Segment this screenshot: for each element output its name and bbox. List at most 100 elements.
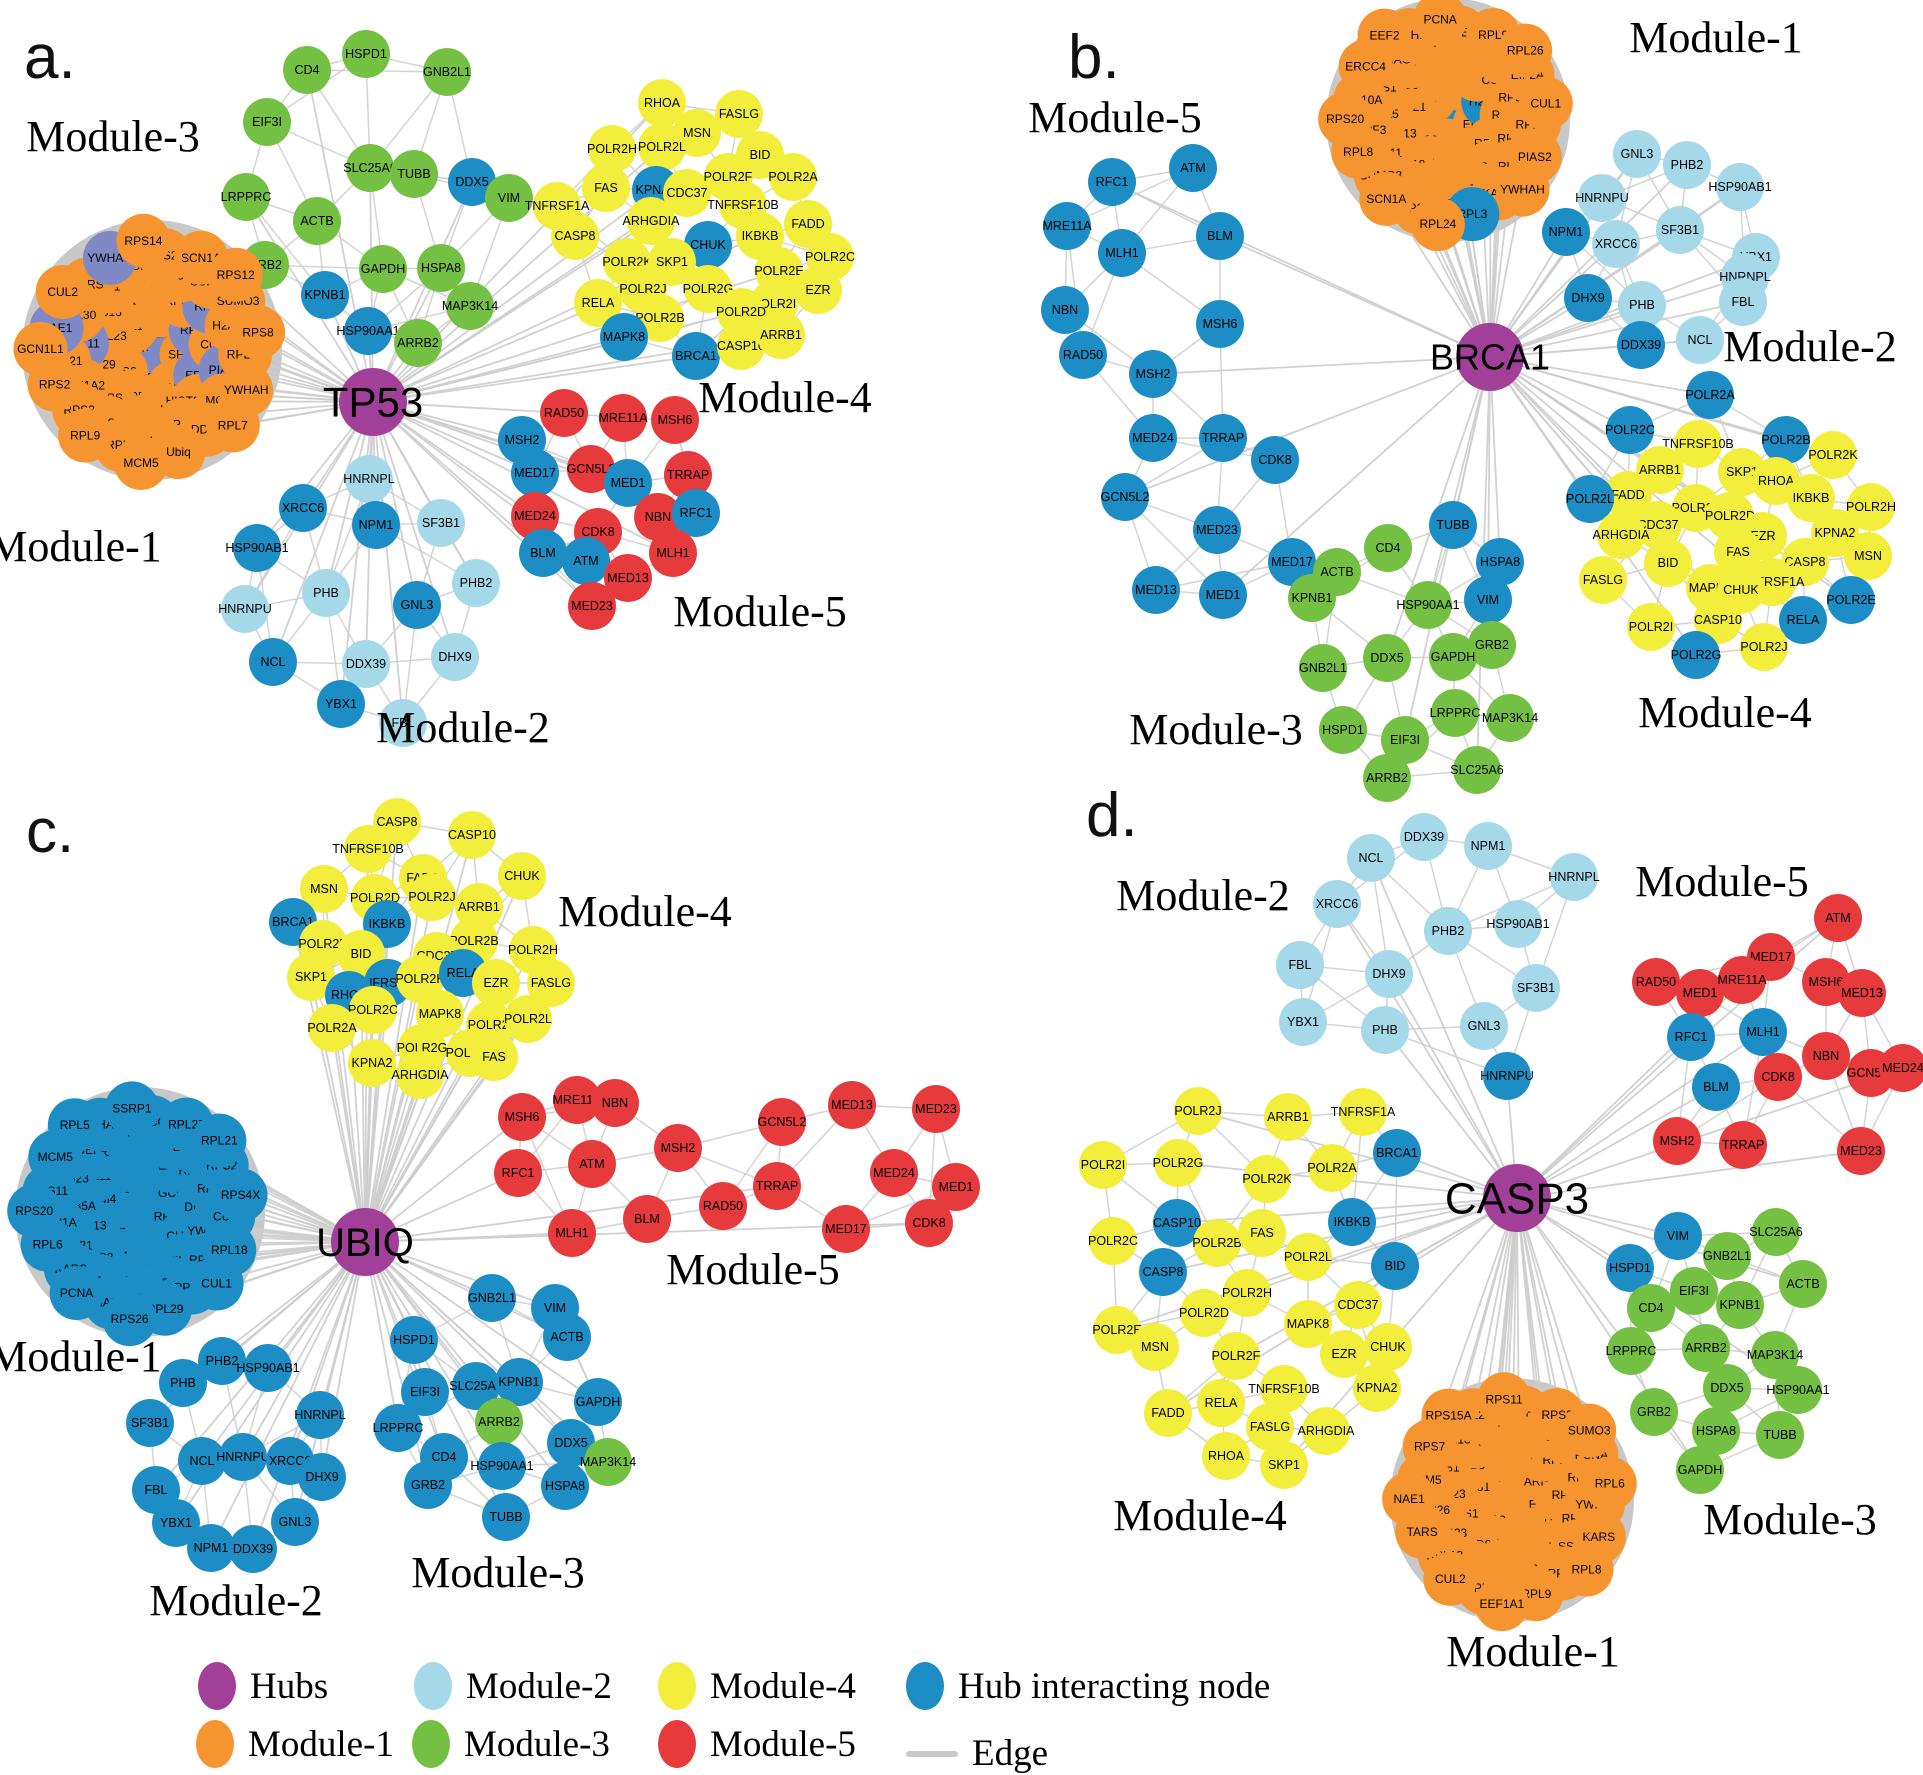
node-HSP90AA1[interactable]: HSP90AA1 xyxy=(336,307,400,355)
node-RELA[interactable]: RELA xyxy=(1779,596,1827,644)
node-FADD[interactable]: FADD xyxy=(1604,471,1652,519)
node-TNFRSF10B[interactable]: TNFRSF10B xyxy=(1248,1365,1320,1413)
node-MCM5[interactable]: MCM5 xyxy=(114,435,169,490)
node-IKBKB[interactable]: IKBKB xyxy=(1787,474,1835,522)
node-CDC37[interactable]: CDC37 xyxy=(1634,501,1682,549)
node-RAD50[interactable]: RAD50 xyxy=(1632,958,1680,1006)
node-MRE11A[interactable]: MRE11A xyxy=(1042,202,1092,250)
node-MED23[interactable]: MED23 xyxy=(568,582,616,630)
node-MLH1[interactable]: MLH1 xyxy=(548,1209,596,1257)
node-MRE11A[interactable]: MRE11A xyxy=(598,394,648,442)
node-FAS[interactable]: FAS xyxy=(1238,1209,1286,1257)
node-GNL3[interactable]: GNL3 xyxy=(1613,130,1661,178)
node-RPS8[interactable]: RPS8 xyxy=(231,305,286,360)
node-ARHGDIA[interactable]: ARHGDIA xyxy=(623,197,681,245)
node-SCN1A[interactable]: SCN1A xyxy=(1359,171,1414,226)
node-TNFRSF10B[interactable]: TNFRSF10B xyxy=(1662,420,1734,468)
node-MED23[interactable]: MED23 xyxy=(1837,1127,1885,1175)
node-RELA[interactable]: RELA xyxy=(1197,1379,1245,1427)
node-RPS11[interactable]: RPS11 xyxy=(1477,1372,1532,1427)
node-ATM[interactable]: ATM xyxy=(568,1140,616,1188)
node-CASP10[interactable]: CASP10 xyxy=(717,322,765,370)
node-PCNA[interactable]: PCNA xyxy=(49,1266,104,1321)
node-TNFRSF1A[interactable]: TNFRSF1A xyxy=(1331,1088,1396,1136)
node-POLR2J[interactable]: POLR2J xyxy=(1740,623,1788,671)
node-HNRNPU[interactable]: HNRNPU xyxy=(216,1433,270,1481)
node-POLR2L[interactable]: POLR2L xyxy=(504,995,552,1043)
node-CASP10[interactable]: CASP10 xyxy=(1694,596,1742,644)
node-POLR2E[interactable]: POLR2E xyxy=(1826,576,1876,624)
node-BLM[interactable]: BLM xyxy=(1692,1063,1740,1111)
node-ACTB[interactable]: ACTB xyxy=(293,197,341,245)
node-MED17[interactable]: MED17 xyxy=(1268,538,1316,586)
node-DHX9[interactable]: DHX9 xyxy=(431,633,479,681)
node-BID[interactable]: BID xyxy=(1371,1242,1419,1290)
node-HSPA8[interactable]: HSPA8 xyxy=(541,1462,589,1510)
node-TUBB[interactable]: TUBB xyxy=(1756,1411,1804,1459)
node-EZR[interactable]: EZR xyxy=(794,266,842,314)
node-POLR2D[interactable]: POLR2D xyxy=(716,288,766,336)
node-RFC1[interactable]: RFC1 xyxy=(1088,158,1136,206)
node-LRPPRC[interactable]: LRPPRC xyxy=(373,1404,424,1452)
node-POLR2J[interactable]: POLR2J xyxy=(1174,1087,1222,1135)
node-MSH2[interactable]: MSH2 xyxy=(1129,350,1177,398)
node-TUBB[interactable]: TUBB xyxy=(482,1493,530,1541)
node-HNRNPL[interactable]: HNRNPL xyxy=(343,455,395,503)
node-RPL26[interactable]: RPL26 xyxy=(1498,23,1553,78)
node-EIF3I[interactable]: EIF3I xyxy=(243,98,291,146)
node-HSP90AB1[interactable]: HSP90AB1 xyxy=(1486,900,1550,948)
node-DDX39[interactable]: DDX39 xyxy=(1617,321,1665,369)
node-MAP3K14[interactable]: MAP3K14 xyxy=(442,282,498,330)
node-MLH1[interactable]: MLH1 xyxy=(1098,229,1146,277)
node-FADD[interactable]: FADD xyxy=(1144,1389,1192,1437)
node-PHB[interactable]: PHB xyxy=(1361,1006,1409,1054)
node-MED1[interactable]: MED1 xyxy=(1199,571,1247,619)
node-TRRAP[interactable]: TRRAP xyxy=(1199,414,1247,462)
node-MED17[interactable]: MED17 xyxy=(511,449,559,497)
node-ARRB2[interactable]: ARRB2 xyxy=(1363,754,1411,802)
node-CD4[interactable]: CD4 xyxy=(283,46,331,94)
node-POLR2A[interactable]: POLR2A xyxy=(1685,371,1735,419)
node-BRCA1[interactable]: BRCA1 xyxy=(1373,1129,1421,1177)
node-POLR2D[interactable]: POLR2D xyxy=(1179,1289,1229,1337)
node-MRE11A[interactable]: MRE11A xyxy=(1717,956,1767,1004)
node-MRE11A[interactable]: MRE11A xyxy=(552,1076,602,1124)
node-MED1[interactable]: MED1 xyxy=(932,1163,980,1211)
node-POLR2K[interactable]: POLR2K xyxy=(1242,1155,1292,1203)
node-HNRNPL[interactable]: HNRNPL xyxy=(294,1391,346,1439)
node-SKP1[interactable]: SKP1 xyxy=(287,953,335,1001)
node-CASP10[interactable]: CASP10 xyxy=(1153,1199,1201,1247)
node-MED13[interactable]: MED13 xyxy=(1132,566,1180,614)
node-POLR2A[interactable]: POLR2A xyxy=(307,1004,357,1052)
node-POLR2A[interactable]: POLR2A xyxy=(768,153,818,201)
node-SF3B1[interactable]: SF3B1 xyxy=(126,1399,174,1447)
node-DHX9[interactable]: DHX9 xyxy=(298,1453,346,1501)
node-RAD50[interactable]: RAD50 xyxy=(699,1182,747,1230)
node-POLR2B[interactable]: POLR2B xyxy=(1192,1219,1242,1267)
node-RFC1[interactable]: RFC1 xyxy=(672,489,720,537)
node-CHUK[interactable]: CHUK xyxy=(498,852,546,900)
node-MSH6[interactable]: MSH6 xyxy=(651,396,699,444)
node-FASLG[interactable]: FASLG xyxy=(1579,556,1627,604)
node-EIF3I[interactable]: EIF3I xyxy=(401,1368,449,1416)
node-PHB2[interactable]: PHB2 xyxy=(1424,907,1472,955)
node-GRB2[interactable]: GRB2 xyxy=(404,1461,452,1509)
node-EEF2[interactable]: EEF2 xyxy=(1357,8,1412,63)
node-CDK8[interactable]: CDK8 xyxy=(1754,1053,1802,1101)
node-GCN1L1[interactable]: GCN1L1 xyxy=(13,321,68,376)
node-POLR2L[interactable]: POLR2L xyxy=(1566,475,1614,523)
node-PHB[interactable]: PHB xyxy=(159,1359,207,1407)
node-MLH1[interactable]: MLH1 xyxy=(649,529,697,577)
node-CDK8[interactable]: CDK8 xyxy=(1251,436,1299,484)
node-RPL7[interactable]: RPL7 xyxy=(205,398,260,453)
node-RPL5[interactable]: RPL5 xyxy=(47,1098,102,1153)
node-POLR2K[interactable]: POLR2K xyxy=(1808,431,1858,479)
node-MSN[interactable]: MSN xyxy=(1131,1323,1179,1371)
legend-item-hub-interacting-node[interactable]: Hub interacting node xyxy=(906,1662,1270,1710)
node-GAPDH[interactable]: GAPDH xyxy=(359,245,407,293)
node-HSP90AB1[interactable]: HSP90AB1 xyxy=(225,524,289,572)
node-SSRP1[interactable]: SSRP1 xyxy=(104,1081,159,1136)
node-GCN5L2[interactable]: GCN5L2 xyxy=(1101,473,1150,521)
node-RHOA[interactable]: RHOA xyxy=(1202,1432,1250,1480)
node-PHB2[interactable]: PHB2 xyxy=(1663,141,1711,189)
